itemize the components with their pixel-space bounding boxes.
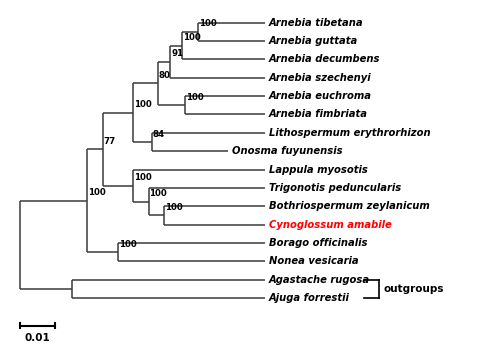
Text: Arnebia fimbriata: Arnebia fimbriata <box>269 109 368 119</box>
Text: 100: 100 <box>184 33 201 42</box>
Text: Cynoglossum amabile: Cynoglossum amabile <box>269 220 392 230</box>
Text: Agastache rugosa: Agastache rugosa <box>269 275 370 285</box>
Text: Arnebia decumbens: Arnebia decumbens <box>269 54 380 64</box>
Text: 84: 84 <box>152 130 164 139</box>
Text: Lappula myosotis: Lappula myosotis <box>269 165 368 174</box>
Text: Bothriospermum zeylanicum: Bothriospermum zeylanicum <box>269 201 430 211</box>
Text: 100: 100 <box>150 189 168 198</box>
Text: Trigonotis peduncularis: Trigonotis peduncularis <box>269 183 402 193</box>
Text: 80: 80 <box>158 71 170 80</box>
Text: 100: 100 <box>186 93 204 102</box>
Text: 100: 100 <box>198 19 216 29</box>
Text: 100: 100 <box>134 100 152 109</box>
Text: outgroups: outgroups <box>384 284 444 294</box>
Text: Arnebia euchroma: Arnebia euchroma <box>269 91 372 101</box>
Text: Borago officinalis: Borago officinalis <box>269 238 368 248</box>
Text: 0.01: 0.01 <box>24 333 50 343</box>
Text: Arnebia guttata: Arnebia guttata <box>269 36 358 46</box>
Text: Arnebia tibetana: Arnebia tibetana <box>269 17 364 27</box>
Text: 100: 100 <box>165 203 182 212</box>
Text: Arnebia szechenyi: Arnebia szechenyi <box>269 73 372 83</box>
Text: 100: 100 <box>134 173 152 182</box>
Text: Ajuga forrestii: Ajuga forrestii <box>269 293 350 303</box>
Text: 100: 100 <box>88 188 106 197</box>
Text: Nonea vesicaria: Nonea vesicaria <box>269 256 358 266</box>
Text: Onosma fuyunensis: Onosma fuyunensis <box>232 146 343 156</box>
Text: 100: 100 <box>119 240 136 249</box>
Text: Lithospermum erythrorhizon: Lithospermum erythrorhizon <box>269 128 430 138</box>
Text: 77: 77 <box>104 137 116 146</box>
Text: 91: 91 <box>171 49 183 58</box>
